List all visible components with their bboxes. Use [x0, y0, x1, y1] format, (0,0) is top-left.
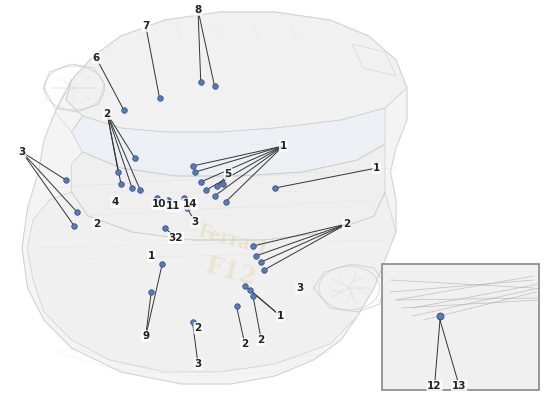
- Text: 7: 7: [142, 21, 150, 31]
- Text: 2: 2: [103, 109, 111, 119]
- Polygon shape: [66, 12, 407, 132]
- Text: 14: 14: [183, 199, 197, 209]
- Text: 1: 1: [277, 311, 284, 321]
- Text: 2: 2: [343, 219, 350, 229]
- Text: 6: 6: [92, 53, 100, 63]
- Text: 4: 4: [112, 197, 119, 207]
- Text: 2: 2: [92, 219, 100, 229]
- Text: 3: 3: [18, 147, 26, 157]
- Text: 32: 32: [169, 233, 183, 243]
- Polygon shape: [22, 12, 407, 384]
- Text: 3: 3: [194, 359, 202, 369]
- Text: 1: 1: [373, 163, 381, 173]
- Text: 9: 9: [142, 331, 149, 341]
- Text: 2: 2: [194, 323, 202, 333]
- Polygon shape: [72, 144, 385, 240]
- Polygon shape: [28, 192, 396, 372]
- Text: 2: 2: [241, 339, 249, 349]
- Text: F12: F12: [202, 254, 260, 290]
- Text: 1: 1: [147, 251, 155, 261]
- Text: 12: 12: [427, 381, 442, 391]
- Text: 3: 3: [296, 283, 304, 293]
- Text: 3: 3: [191, 217, 199, 227]
- Text: 13: 13: [452, 381, 466, 391]
- Text: 11: 11: [166, 201, 180, 211]
- Polygon shape: [72, 108, 385, 176]
- FancyBboxPatch shape: [382, 264, 539, 390]
- Text: Ferrari: Ferrari: [195, 222, 267, 258]
- Text: 10: 10: [152, 199, 167, 209]
- Text: 2: 2: [257, 335, 265, 345]
- Text: 8: 8: [194, 5, 202, 15]
- Text: 5: 5: [224, 169, 232, 179]
- Text: 1: 1: [279, 141, 287, 151]
